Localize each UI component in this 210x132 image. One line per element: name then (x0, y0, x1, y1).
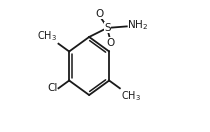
Text: NH$_2$: NH$_2$ (127, 18, 149, 32)
Text: CH$_3$: CH$_3$ (37, 29, 57, 43)
Text: Cl: Cl (47, 83, 58, 93)
Text: CH$_3$: CH$_3$ (121, 89, 140, 103)
Text: S: S (104, 23, 111, 33)
Text: O: O (95, 9, 103, 19)
Text: O: O (106, 38, 114, 48)
